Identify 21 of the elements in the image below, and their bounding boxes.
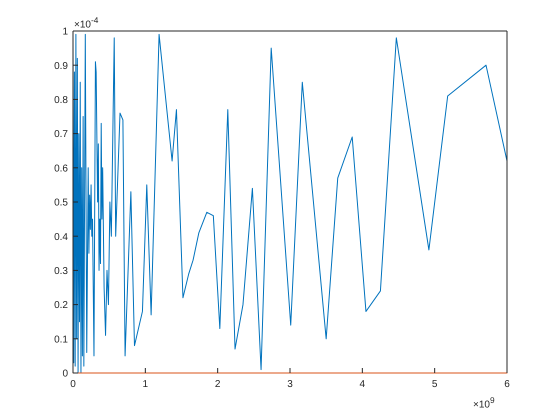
y-tick-label: 0.8 [54, 94, 68, 106]
y-tick-label: 0.7 [54, 129, 68, 140]
text: ×10$^{9}$ [473, 394, 495, 412]
y-tick-label: 1 [62, 26, 68, 38]
x-tick-label: 5 [432, 379, 438, 390]
line-series [72, 34, 508, 374]
y-tick-label: 0.6 [54, 163, 68, 174]
x-tick-label: 0 [70, 379, 76, 390]
y-tick-label: 0 [62, 368, 68, 380]
y-tick-label: 0.3 [54, 266, 68, 277]
y-tick-label: 0.2 [54, 300, 68, 312]
y-tick-label: 0.9 [54, 60, 68, 72]
x-tick-label: 4 [360, 379, 366, 390]
x-tick-label: 6 [504, 379, 510, 390]
x-tick-label: 2 [214, 379, 221, 390]
text: ×10$^{-4}$ [74, 14, 98, 32]
y-tick-label: 0.1 [54, 334, 68, 346]
x-tick-label: 3 [287, 379, 294, 390]
y-tick-label: 0.4 [54, 232, 68, 243]
x-tick-label: 1 [142, 379, 149, 390]
y-tick-label: 0.5 [54, 198, 68, 209]
